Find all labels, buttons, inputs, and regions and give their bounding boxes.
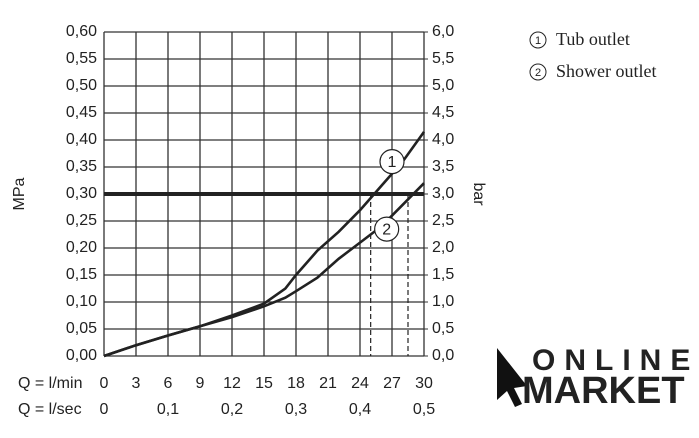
legend-label: Shower outlet <box>556 61 657 81</box>
y2-tick-label: 5,5 <box>432 50 454 67</box>
y-tick-label: 0,55 <box>66 50 97 67</box>
x-tick-label: 21 <box>319 375 337 392</box>
y-tick-label: 0,20 <box>66 239 97 256</box>
x2-tick-label: 0,4 <box>349 401 371 418</box>
y-tick-label: 0,35 <box>66 158 97 175</box>
y-tick-label: 0,05 <box>66 320 97 337</box>
series-marker-label: 1 <box>388 154 397 171</box>
y-tick-label: 0,30 <box>66 185 97 202</box>
x2-tick-label: 0,5 <box>413 401 435 418</box>
x-tick-label: 9 <box>196 375 205 392</box>
legend-marker-label: 1 <box>535 35 541 47</box>
series-marker-label: 2 <box>382 221 391 238</box>
x-axis-label: Q = l/min <box>18 375 82 392</box>
y2-tick-label: 0,5 <box>432 320 454 337</box>
y-tick-label: 0,45 <box>66 104 97 121</box>
x-tick-label: 15 <box>255 375 273 392</box>
legend-marker <box>529 63 547 81</box>
y-tick-label: 0,10 <box>66 293 97 310</box>
x2-tick-label: 0,2 <box>221 401 243 418</box>
y-tick-label: 0,50 <box>66 77 97 94</box>
y2-tick-label: 1,0 <box>432 293 454 310</box>
y2-tick-label: 2,5 <box>432 212 454 229</box>
x-tick-label: 12 <box>223 375 241 392</box>
x2-tick-label: 0 <box>100 401 109 418</box>
logo-text: MARKET <box>522 370 685 412</box>
legend-label: Tub outlet <box>556 29 630 49</box>
y2-tick-label: 0,0 <box>432 347 454 364</box>
y-tick-label: 0,60 <box>66 23 97 40</box>
y2-tick-label: 2,0 <box>432 239 454 256</box>
y2-tick-label: 4,5 <box>432 104 454 121</box>
y2-tick-label: 6,0 <box>432 23 454 40</box>
y2-tick-label: 4,0 <box>432 131 454 148</box>
series-marker <box>374 216 400 242</box>
x-tick-label: 0 <box>100 375 109 392</box>
x-tick-label: 27 <box>383 375 401 392</box>
x2-axis-label: Q = l/sec <box>18 401 82 418</box>
logo-cursor <box>497 348 527 407</box>
legend-marker <box>529 31 547 49</box>
y-tick-label: 0,25 <box>66 212 97 229</box>
legend-marker-label: 2 <box>535 67 541 79</box>
y2-axis-label: bar <box>470 182 487 206</box>
x-tick-label: 18 <box>287 375 305 392</box>
y2-tick-label: 3,5 <box>432 158 454 175</box>
y2-tick-label: 3,0 <box>432 185 454 202</box>
y-tick-label: 0,00 <box>66 347 97 364</box>
y-axis-label: MPa <box>11 177 28 210</box>
x-tick-label: 30 <box>415 375 433 392</box>
y-tick-label: 0,15 <box>66 266 97 283</box>
series-marker <box>379 149 405 175</box>
x2-tick-label: 0,3 <box>285 401 307 418</box>
y-tick-label: 0,40 <box>66 131 97 148</box>
x-tick-label: 24 <box>351 375 369 392</box>
logo-text: ONLINE <box>532 344 699 377</box>
x-tick-label: 6 <box>164 375 173 392</box>
y2-tick-label: 1,5 <box>432 266 454 283</box>
x-tick-label: 3 <box>132 375 141 392</box>
x2-tick-label: 0,1 <box>157 401 179 418</box>
y2-tick-label: 5,0 <box>432 77 454 94</box>
